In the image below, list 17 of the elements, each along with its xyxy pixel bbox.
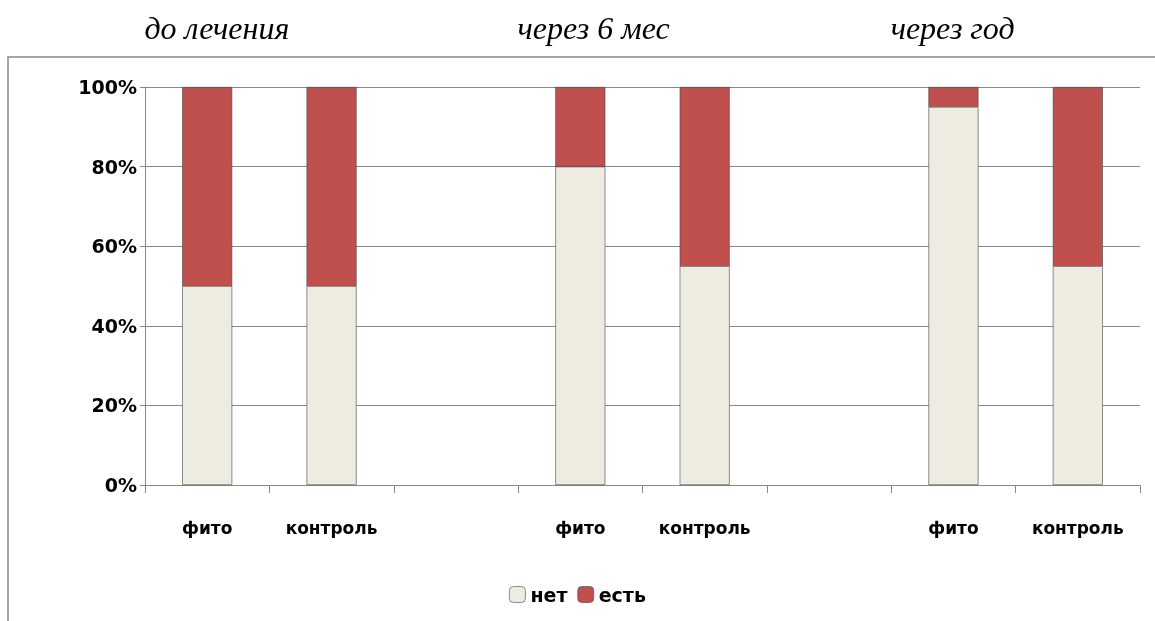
x-tick-label: контроль — [1031, 517, 1124, 538]
y-tick-label: 40% — [91, 314, 137, 337]
x-tick-label: контроль — [285, 517, 378, 538]
x-tick-label: контроль — [658, 517, 751, 538]
text: через год — [890, 10, 1015, 46]
y-tick-label: 100% — [78, 76, 137, 98]
x-tick-label: фито — [555, 517, 606, 538]
x-tick-label: фито — [928, 517, 979, 538]
y-tick-label: 60% — [91, 235, 137, 258]
text: через 6 мес — [517, 10, 670, 46]
y-tick-label: 20% — [91, 394, 137, 417]
legend-label: нет — [530, 583, 568, 606]
y-tick-label: 80% — [91, 155, 137, 178]
legend-label: есть — [598, 583, 646, 606]
y-tick-label: 0% — [104, 474, 137, 496]
text: до лечения — [144, 10, 290, 46]
x-tick-label: фито — [182, 517, 233, 538]
